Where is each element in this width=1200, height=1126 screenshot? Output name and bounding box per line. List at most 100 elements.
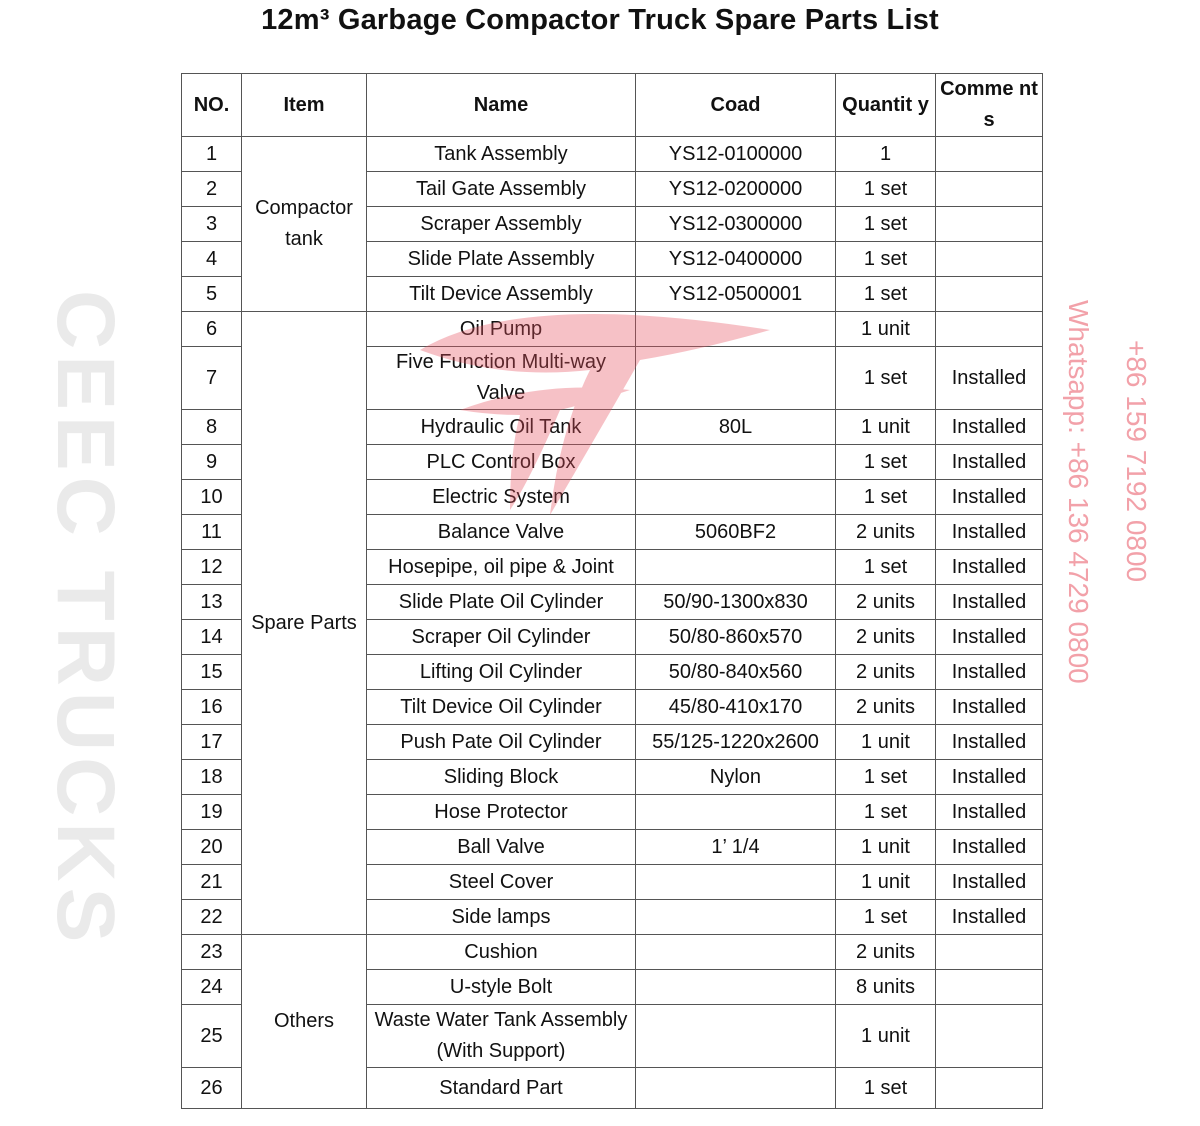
cell-no: 21: [181, 864, 242, 900]
cell-no: 7: [181, 346, 242, 410]
cell-no: 23: [181, 934, 242, 970]
cell-coad: YS12-0100000: [635, 136, 836, 172]
cell-no: 24: [181, 969, 242, 1005]
cell-name: Cushion: [366, 934, 636, 970]
cell-name: Steel Cover: [366, 864, 636, 900]
cell-comment: [935, 276, 1043, 312]
cell-no: 8: [181, 409, 242, 445]
cell-comment: Installed: [935, 619, 1043, 655]
cell-no: 16: [181, 689, 242, 725]
header-quantity: Quantit y: [835, 73, 936, 137]
cell-quantity: 2 units: [835, 689, 936, 725]
cell-coad: [635, 794, 836, 830]
cell-quantity: 2 units: [835, 584, 936, 620]
cell-comment: Installed: [935, 549, 1043, 585]
cell-comment: Installed: [935, 584, 1043, 620]
cell-comment: Installed: [935, 759, 1043, 795]
cell-no: 19: [181, 794, 242, 830]
header-name: Name: [366, 73, 636, 137]
table-row: 14 Scraper Oil Cylinder 50/80-860x570 2 uni…: [181, 619, 1043, 655]
cell-coad: 50/90-1300x830: [635, 584, 836, 620]
cell-coad: [635, 479, 836, 515]
cell-coad: [635, 444, 836, 480]
cell-name: Waste Water Tank Assembly (With Support): [366, 1004, 636, 1068]
cell-quantity: 2 units: [835, 514, 936, 550]
table-row: 22 Side lamps 1 set Installed: [181, 899, 1043, 935]
cell-name: Slide Plate Assembly: [366, 241, 636, 277]
cell-no: 4: [181, 241, 242, 277]
cell-no: 2: [181, 171, 242, 207]
cell-comment: [935, 934, 1043, 970]
table-row: 24 U-style Bolt 8 units: [181, 969, 1043, 1005]
cell-coad: 80L: [635, 409, 836, 445]
cell-name: Slide Plate Oil Cylinder: [366, 584, 636, 620]
cell-coad: 1’ 1/4: [635, 829, 836, 865]
table-header-row: NO. Item Name Coad Quantit y Comme nts: [181, 73, 1043, 137]
cell-quantity: 1 unit: [835, 829, 936, 865]
cell-no: 10: [181, 479, 242, 515]
table-row: 6 Spare Parts Oil Pump 1 unit: [181, 311, 1043, 935]
cell-comment: [935, 1067, 1043, 1109]
cell-quantity: 2 units: [835, 619, 936, 655]
cell-quantity: 1 set: [835, 479, 936, 515]
watermark-phone-2: +86 159 7192 0800: [1121, 340, 1152, 583]
cell-item-group: Compactor tank: [241, 136, 367, 312]
cell-quantity: 1 unit: [835, 1004, 936, 1068]
table-row: 11 Balance Valve 5060BF2 2 units Installed: [181, 514, 1043, 550]
cell-no: 3: [181, 206, 242, 242]
cell-quantity: 1 unit: [835, 409, 936, 445]
cell-comment: Installed: [935, 444, 1043, 480]
cell-no: 11: [181, 514, 242, 550]
cell-quantity: 1 set: [835, 1067, 936, 1109]
cell-comment: [935, 136, 1043, 172]
cell-no: 1: [181, 136, 242, 172]
cell-no: 18: [181, 759, 242, 795]
cell-coad: YS12-0300000: [635, 206, 836, 242]
table-row: 10 Electric System 1 set Installed: [181, 479, 1043, 515]
cell-coad: Nylon: [635, 759, 836, 795]
cell-quantity: 1 set: [835, 899, 936, 935]
cell-name: Hydraulic Oil Tank: [366, 409, 636, 445]
cell-coad: 55/125-1220x2600: [635, 724, 836, 760]
cell-comment: Installed: [935, 899, 1043, 935]
cell-coad: [635, 549, 836, 585]
cell-coad: [635, 969, 836, 1005]
cell-comment: [935, 1004, 1043, 1068]
cell-no: 22: [181, 899, 242, 935]
cell-quantity: 8 units: [835, 969, 936, 1005]
cell-name: Sliding Block: [366, 759, 636, 795]
cell-comment: [935, 241, 1043, 277]
cell-name: Tilt Device Oil Cylinder: [366, 689, 636, 725]
cell-coad: [635, 1067, 836, 1109]
table-row: 18 Sliding Block Nylon 1 set Installed: [181, 759, 1043, 795]
cell-comment: Installed: [935, 794, 1043, 830]
cell-comment: Installed: [935, 829, 1043, 865]
cell-quantity: 1 set: [835, 444, 936, 480]
header-no: NO.: [181, 73, 242, 137]
cell-quantity: 1 set: [835, 759, 936, 795]
table-row: 23 Others Cushion 2 units: [181, 934, 1043, 1109]
cell-coad: [635, 934, 836, 970]
cell-name: PLC Control Box: [366, 444, 636, 480]
cell-no: 5: [181, 276, 242, 312]
cell-quantity: 1 set: [835, 276, 936, 312]
cell-item-group: Spare Parts: [241, 311, 367, 935]
cell-coad: [635, 1004, 836, 1068]
cell-quantity: 1 unit: [835, 311, 936, 347]
cell-quantity: 1 set: [835, 794, 936, 830]
cell-coad: YS12-0400000: [635, 241, 836, 277]
table-row: 5 Tilt Device Assembly YS12-0500001 1 set: [181, 276, 1043, 312]
cell-quantity: 1: [835, 136, 936, 172]
cell-name: Balance Valve: [366, 514, 636, 550]
cell-no: 26: [181, 1067, 242, 1109]
cell-name: Ball Valve: [366, 829, 636, 865]
table-row: 19 Hose Protector 1 set Installed: [181, 794, 1043, 830]
header-coad: Coad: [635, 73, 836, 137]
cell-name: Five Function Multi-way Valve: [366, 346, 636, 410]
cell-name: Hosepipe, oil pipe & Joint: [366, 549, 636, 585]
cell-name: Tail Gate Assembly: [366, 171, 636, 207]
cell-name: Side lamps: [366, 899, 636, 935]
cell-comment: [935, 311, 1043, 347]
cell-name: Lifting Oil Cylinder: [366, 654, 636, 690]
watermark-brand: CEEC TRUCKS: [40, 290, 131, 949]
